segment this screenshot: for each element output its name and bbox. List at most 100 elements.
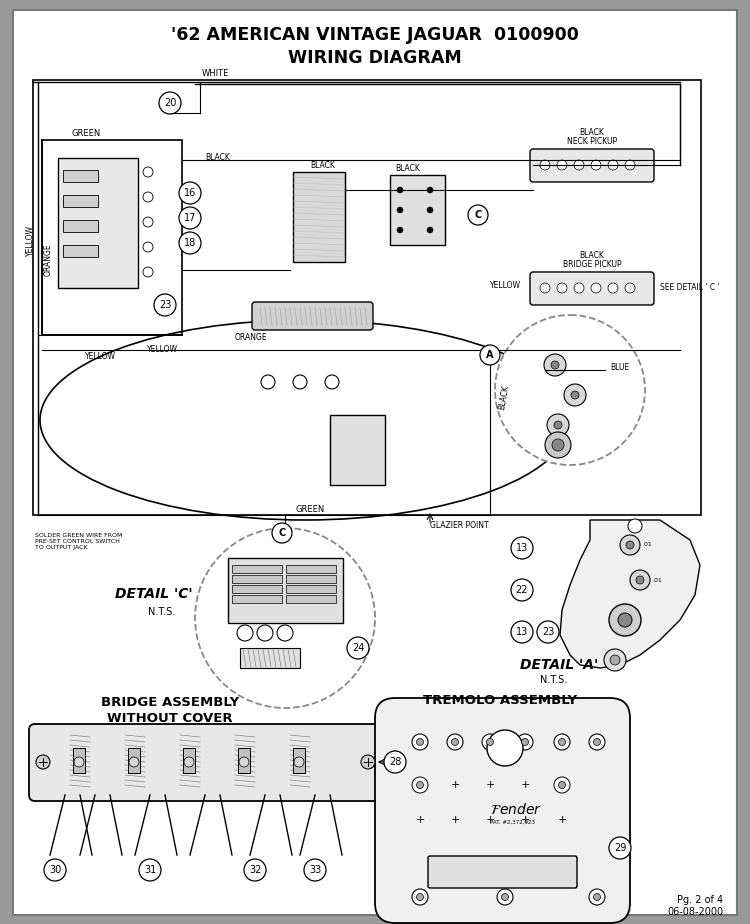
- FancyBboxPatch shape: [428, 856, 577, 888]
- Bar: [238, 748, 250, 773]
- Circle shape: [237, 625, 253, 641]
- Circle shape: [521, 738, 529, 746]
- Circle shape: [557, 283, 567, 293]
- Text: PAT. #2,372,923: PAT. #2,372,923: [490, 820, 535, 824]
- Text: DETAIL 'A': DETAIL 'A': [520, 658, 599, 672]
- Circle shape: [608, 160, 618, 170]
- Text: +: +: [485, 815, 495, 825]
- Circle shape: [143, 167, 153, 177]
- FancyBboxPatch shape: [29, 724, 381, 801]
- Text: YELLOW: YELLOW: [85, 352, 116, 361]
- Text: .01: .01: [642, 542, 652, 548]
- Circle shape: [517, 734, 533, 750]
- Text: +: +: [557, 815, 567, 825]
- Text: 24: 24: [352, 643, 364, 653]
- Bar: [232, 575, 282, 583]
- Bar: [63, 170, 98, 182]
- Circle shape: [257, 625, 273, 641]
- Circle shape: [294, 757, 304, 767]
- Text: BLACK: BLACK: [310, 161, 334, 170]
- Circle shape: [593, 894, 601, 901]
- Bar: [128, 748, 140, 773]
- Circle shape: [610, 655, 620, 665]
- Bar: [430, 798, 570, 833]
- Text: 17: 17: [184, 213, 196, 223]
- Circle shape: [495, 315, 645, 465]
- Bar: [183, 748, 195, 773]
- Circle shape: [625, 283, 635, 293]
- Circle shape: [36, 755, 50, 769]
- Text: YELLOW: YELLOW: [26, 225, 34, 256]
- Circle shape: [44, 859, 66, 881]
- Circle shape: [397, 187, 403, 193]
- Text: 06-08-2000: 06-08-2000: [667, 907, 723, 917]
- Circle shape: [244, 859, 266, 881]
- Text: BLACK: BLACK: [497, 384, 510, 410]
- Circle shape: [468, 205, 488, 225]
- Circle shape: [482, 734, 498, 750]
- Text: $\mathcal{F}$ender: $\mathcal{F}$ender: [490, 803, 542, 818]
- Text: BLACK: BLACK: [580, 251, 604, 260]
- Circle shape: [195, 528, 375, 708]
- Circle shape: [511, 621, 533, 643]
- Text: BRIDGE PICKUP: BRIDGE PICKUP: [562, 260, 621, 269]
- Text: YELLOW: YELLOW: [147, 346, 178, 355]
- Text: 23: 23: [542, 627, 554, 637]
- Circle shape: [154, 294, 176, 316]
- Text: 32: 32: [249, 865, 261, 875]
- Circle shape: [630, 570, 650, 590]
- Circle shape: [620, 535, 640, 555]
- Circle shape: [540, 283, 550, 293]
- Text: 20: 20: [164, 98, 176, 108]
- Text: 22: 22: [516, 585, 528, 595]
- Circle shape: [618, 613, 632, 627]
- Circle shape: [545, 432, 571, 458]
- Bar: [240, 648, 300, 668]
- Circle shape: [608, 283, 618, 293]
- Bar: [63, 195, 98, 207]
- Circle shape: [447, 734, 463, 750]
- Bar: [73, 748, 85, 773]
- Circle shape: [589, 889, 605, 905]
- Circle shape: [626, 541, 634, 549]
- Circle shape: [139, 859, 161, 881]
- Circle shape: [416, 894, 424, 901]
- Text: +: +: [520, 815, 530, 825]
- Circle shape: [609, 837, 631, 859]
- Bar: [232, 565, 282, 573]
- Bar: [58, 158, 138, 288]
- Circle shape: [625, 160, 635, 170]
- Bar: [390, 175, 445, 245]
- Circle shape: [272, 523, 292, 543]
- Text: SOLDER GREEN WIRE FROM
PRE-SET CONTROL SWITCH
TO OUTPUT JACK: SOLDER GREEN WIRE FROM PRE-SET CONTROL S…: [35, 533, 122, 550]
- Circle shape: [74, 757, 84, 767]
- Circle shape: [574, 283, 584, 293]
- Text: 31: 31: [144, 865, 156, 875]
- Circle shape: [361, 755, 375, 769]
- Circle shape: [416, 782, 424, 788]
- Circle shape: [547, 414, 569, 436]
- Circle shape: [143, 267, 153, 277]
- Bar: [286, 575, 336, 583]
- Circle shape: [559, 782, 566, 788]
- Text: +: +: [485, 780, 495, 790]
- Circle shape: [143, 242, 153, 252]
- FancyBboxPatch shape: [375, 698, 630, 923]
- Circle shape: [557, 160, 567, 170]
- Circle shape: [628, 519, 642, 533]
- Circle shape: [554, 734, 570, 750]
- Circle shape: [574, 160, 584, 170]
- Text: 23: 23: [159, 300, 171, 310]
- Text: 13: 13: [516, 627, 528, 637]
- Circle shape: [261, 375, 275, 389]
- FancyBboxPatch shape: [530, 272, 654, 305]
- Circle shape: [179, 232, 201, 254]
- Circle shape: [537, 621, 559, 643]
- Text: BLACK: BLACK: [580, 128, 604, 137]
- Circle shape: [593, 738, 601, 746]
- Circle shape: [609, 604, 641, 636]
- Circle shape: [347, 637, 369, 659]
- Circle shape: [277, 625, 293, 641]
- Bar: [286, 585, 336, 593]
- Circle shape: [544, 354, 566, 376]
